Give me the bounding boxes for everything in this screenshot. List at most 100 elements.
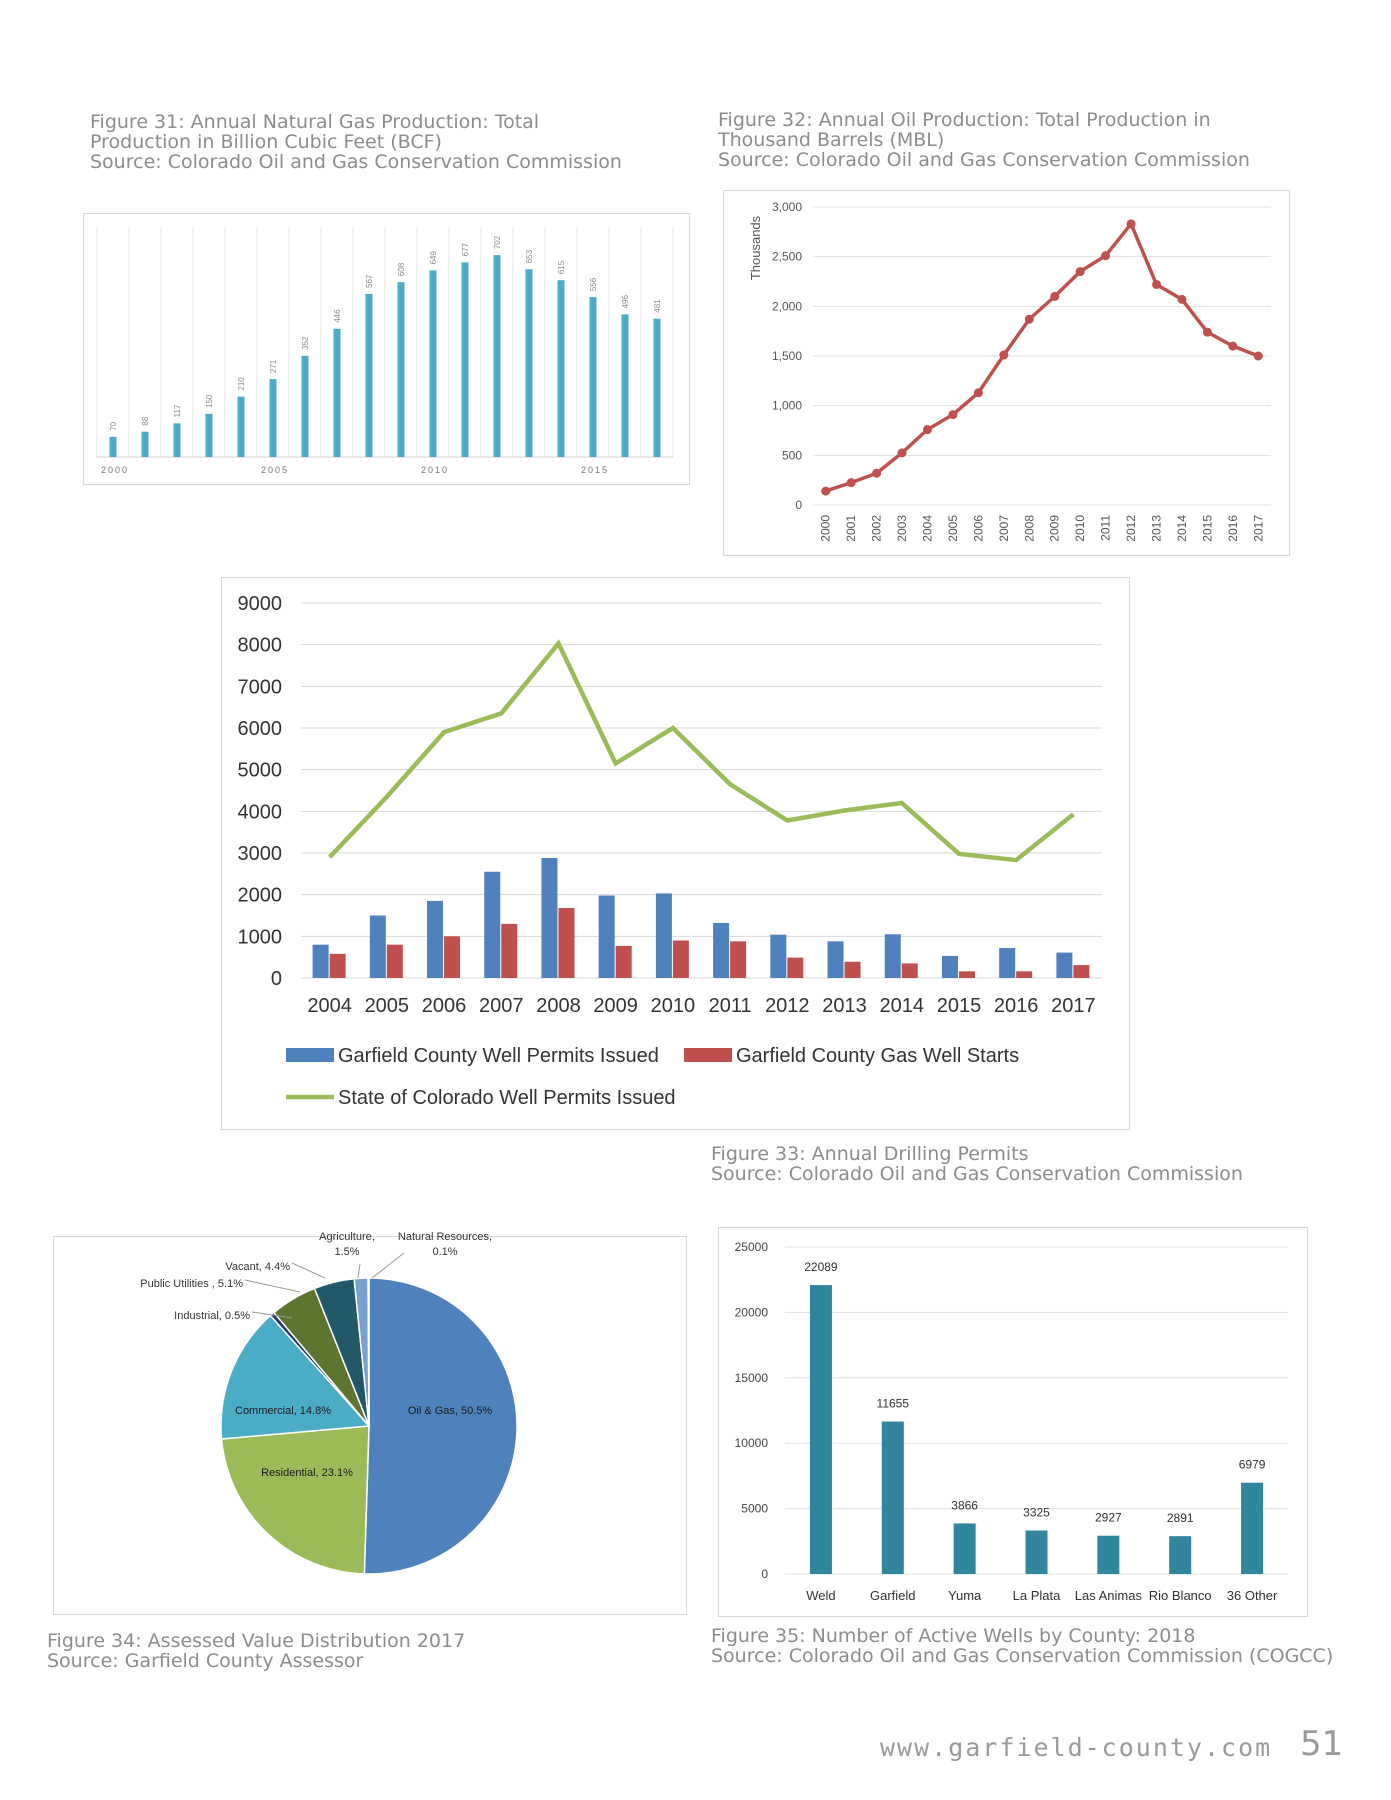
data-point bbox=[846, 478, 856, 488]
leader-line bbox=[357, 1263, 361, 1279]
data-label: 649 bbox=[429, 251, 438, 265]
bar bbox=[205, 413, 213, 457]
bar bbox=[493, 255, 501, 457]
bar bbox=[301, 355, 309, 457]
bar-well-permits bbox=[484, 871, 501, 978]
y-tick-label: 6000 bbox=[238, 718, 283, 740]
y-tick-label: 15000 bbox=[735, 1371, 769, 1385]
leader-line bbox=[244, 1279, 301, 1293]
x-tick-label: 2011 bbox=[1099, 515, 1113, 541]
x-tick-label: 2016 bbox=[1226, 515, 1240, 542]
y-tick-label: 4000 bbox=[238, 801, 283, 823]
x-tick-label: 2009 bbox=[1048, 515, 1062, 542]
y-tick-label: 10000 bbox=[735, 1436, 769, 1450]
caption-line: Source: Colorado Oil and Gas Conservatio… bbox=[718, 149, 1250, 171]
pie-slice bbox=[220, 1425, 370, 1575]
data-point bbox=[1202, 327, 1212, 337]
bar-well-permits bbox=[541, 858, 558, 978]
data-point bbox=[1177, 294, 1187, 304]
bar bbox=[461, 262, 469, 457]
x-tick-label: 2002 bbox=[870, 515, 884, 542]
y-tick-label: 5000 bbox=[741, 1502, 768, 1516]
data-point bbox=[999, 350, 1009, 360]
legend-label: State of Colorado Well Permits Issued bbox=[338, 1087, 676, 1109]
legend-swatch bbox=[286, 1048, 334, 1062]
y-tick-label: 7000 bbox=[238, 676, 283, 698]
y-tick-label: 2000 bbox=[238, 885, 283, 907]
y-tick-label: 9000 bbox=[238, 593, 283, 615]
data-label: 702 bbox=[493, 235, 502, 249]
x-tick-label: 2000 bbox=[101, 465, 129, 475]
bar-gas-well-starts bbox=[787, 957, 804, 978]
slice-label: Oil & Gas, 50.5% bbox=[408, 1405, 493, 1417]
data-point bbox=[973, 388, 983, 398]
bar bbox=[365, 293, 373, 457]
y-tick-label: 500 bbox=[782, 448, 802, 462]
data-point bbox=[821, 486, 831, 496]
bar-well-permits bbox=[713, 923, 730, 978]
y-tick-label: 25000 bbox=[735, 1240, 769, 1254]
slice-label: Public Utilities , 5.1% bbox=[140, 1278, 243, 1290]
y-tick-label: 0 bbox=[271, 968, 282, 990]
x-tick-label: 2014 bbox=[880, 995, 925, 1017]
data-label: 653 bbox=[525, 249, 534, 263]
legend-swatch bbox=[684, 1048, 732, 1062]
data-label: 70 bbox=[109, 421, 118, 430]
x-tick-label: 2005 bbox=[261, 465, 289, 475]
x-tick-label: 2012 bbox=[1124, 515, 1138, 542]
x-tick-label: 2014 bbox=[1175, 515, 1189, 542]
x-tick-label: 2004 bbox=[307, 995, 352, 1017]
x-tick-label: 2017 bbox=[1251, 515, 1265, 542]
data-label: 117 bbox=[173, 404, 182, 417]
caption-line: Figure 32: Annual Oil Production: Total … bbox=[718, 109, 1211, 131]
data-label: 210 bbox=[237, 377, 246, 391]
y-tick-label: 20000 bbox=[735, 1305, 769, 1319]
bar-gas-well-starts bbox=[501, 923, 518, 978]
y-tick-label: 0 bbox=[795, 498, 802, 512]
caption-line: Figure 34: Assessed Value Distribution 2… bbox=[47, 1630, 466, 1652]
pie-slice bbox=[367, 1277, 370, 1427]
bar bbox=[1241, 1482, 1264, 1574]
bar bbox=[953, 1523, 976, 1574]
bar-well-permits bbox=[655, 893, 672, 978]
bar-well-permits bbox=[312, 944, 329, 978]
data-label: 446 bbox=[333, 309, 342, 323]
bar-gas-well-starts bbox=[558, 908, 575, 978]
caption-line: Thousand Barrels (MBL) bbox=[718, 129, 945, 151]
bar bbox=[1097, 1535, 1120, 1574]
bar bbox=[397, 282, 405, 457]
bar bbox=[653, 318, 661, 457]
bar-gas-well-starts bbox=[386, 944, 403, 978]
caption-line: Figure 31: Annual Natural Gas Production… bbox=[90, 111, 540, 133]
bar-well-permits bbox=[598, 895, 615, 978]
slice-label: Residential, 23.1% bbox=[261, 1467, 353, 1479]
y-tick-label: 1000 bbox=[238, 926, 283, 948]
bar-gas-well-starts bbox=[329, 953, 346, 978]
data-label: 22089 bbox=[804, 1260, 838, 1274]
x-tick-label: 2013 bbox=[1150, 515, 1164, 542]
slice-label: Natural Resources, 0.1% bbox=[398, 1231, 492, 1258]
data-point bbox=[1152, 279, 1161, 289]
x-tick-label: Las Animas bbox=[1075, 1588, 1143, 1603]
bar bbox=[557, 280, 565, 457]
data-label: 481 bbox=[653, 299, 662, 313]
x-tick-label: 2005 bbox=[946, 515, 960, 542]
bar bbox=[141, 431, 149, 457]
y-tick-label: 1,000 bbox=[772, 399, 802, 413]
pie-slice bbox=[363, 1277, 518, 1575]
y-tick-label: 0 bbox=[761, 1567, 768, 1581]
data-label: 615 bbox=[557, 260, 566, 274]
data-label: 2927 bbox=[1095, 1511, 1122, 1525]
bar bbox=[809, 1285, 832, 1574]
caption-line: Source: Colorado Oil and Gas Conservatio… bbox=[711, 1645, 1334, 1667]
data-point bbox=[897, 448, 907, 458]
figure-31-frame bbox=[83, 213, 690, 485]
series-line-state-permits bbox=[327, 639, 1075, 863]
data-label: 608 bbox=[397, 262, 406, 276]
x-tick-label: 2015 bbox=[937, 995, 982, 1017]
x-tick-label: 2001 bbox=[844, 515, 858, 542]
bar-well-permits bbox=[369, 915, 386, 978]
bar-gas-well-starts bbox=[901, 963, 918, 978]
